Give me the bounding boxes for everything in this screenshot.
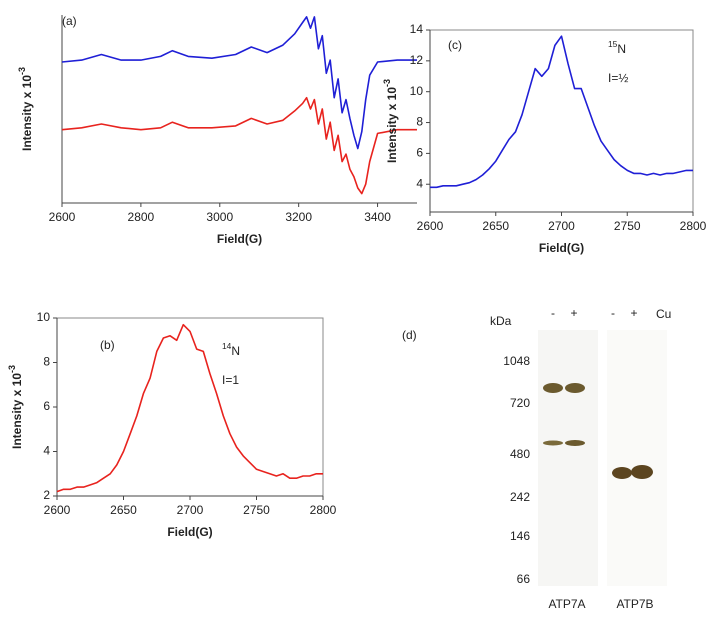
band	[565, 440, 585, 446]
x-tick-label: 2800	[128, 210, 155, 224]
band	[612, 467, 632, 479]
data-line	[61, 16, 417, 150]
y-axis-label-superscript: -3	[7, 365, 17, 373]
y-tick-label: 4	[416, 176, 423, 190]
y-axis-label-superscript: -3	[382, 79, 392, 87]
band	[565, 383, 585, 393]
x-tick-label: 2800	[680, 219, 707, 233]
y-tick-label: 8	[43, 355, 50, 369]
y-tick-label: 10	[410, 84, 424, 98]
blot-strip	[607, 330, 667, 586]
plot-frame	[56, 317, 324, 497]
x-tick-label: 2600	[49, 210, 76, 224]
x-tick-label: 2800	[310, 503, 337, 517]
lane-label: +	[630, 306, 637, 320]
marker-label: 720	[510, 396, 530, 410]
lane-label: +	[570, 306, 577, 320]
y-axis-label-superscript: -3	[17, 67, 27, 75]
marker-label: 480	[510, 447, 530, 461]
lane-label: -	[611, 306, 615, 320]
x-tick-label: 2750	[614, 219, 641, 233]
plot-frame	[429, 29, 694, 213]
y-axis-label-text: Intensity x 10	[385, 87, 399, 163]
x-axis-label: Field(G)	[217, 232, 262, 246]
band	[543, 383, 563, 393]
band	[543, 440, 563, 446]
x-tick-label: 2700	[548, 219, 575, 233]
annotation-line2: I=½	[608, 71, 628, 85]
marker-label: 66	[517, 572, 531, 586]
treatment-label: Cu	[656, 307, 671, 321]
annotation-superscript: 14	[222, 341, 232, 351]
x-tick-label: 2650	[482, 219, 509, 233]
blot-label: ATP7B	[616, 597, 653, 611]
blot-label: ATP7A	[548, 597, 585, 611]
annotation-text: N	[231, 344, 240, 358]
panel-label: (c)	[448, 38, 462, 52]
y-axis-label-text: Intensity x 10	[20, 75, 34, 151]
data-line	[56, 323, 323, 493]
x-axis-label: Field(G)	[539, 241, 584, 255]
x-tick-label: 2700	[177, 503, 204, 517]
unit-label: kDa	[490, 314, 512, 328]
data-line	[430, 35, 693, 189]
y-tick-label: 6	[43, 399, 50, 413]
annotation-text: N	[617, 42, 626, 56]
marker-label: 1048	[503, 354, 530, 368]
x-tick-label: 2600	[417, 219, 444, 233]
y-axis-label: Intensity x 10-3	[7, 365, 24, 449]
y-tick-label: 2	[43, 488, 50, 502]
blot-strip	[538, 330, 598, 586]
y-tick-label: 12	[410, 53, 424, 67]
gel-image	[538, 330, 667, 586]
y-tick-label: 6	[416, 146, 423, 160]
annotation: 15N	[608, 39, 626, 56]
x-tick-label: 2600	[44, 503, 71, 517]
y-axis-label-text: Intensity x 10	[10, 373, 24, 449]
y-tick-label: 14	[410, 22, 424, 36]
band	[631, 465, 653, 479]
annotation: 14N	[222, 341, 240, 358]
x-axis-label: Field(G)	[167, 525, 212, 539]
x-tick-label: 2650	[110, 503, 137, 517]
y-tick-label: 8	[416, 115, 423, 129]
x-tick-label: 3400	[364, 210, 391, 224]
y-tick-label: 10	[37, 310, 51, 324]
data-line	[61, 96, 417, 195]
marker-label: 242	[510, 490, 530, 504]
annotation-line2: I=1	[222, 373, 239, 387]
panel-label: (b)	[100, 338, 115, 352]
annotation-superscript: 15	[608, 39, 618, 49]
y-axis-label: Intensity x 10-3	[382, 79, 399, 163]
x-tick-label: 2750	[243, 503, 270, 517]
panel-label: (a)	[62, 14, 77, 28]
lane-label: -	[551, 306, 555, 320]
x-tick-label: 3000	[206, 210, 233, 224]
panel-label: (d)	[402, 328, 417, 342]
x-tick-label: 3200	[285, 210, 312, 224]
y-axis-label: Intensity x 10-3	[17, 67, 34, 151]
y-tick-label: 4	[43, 444, 50, 458]
marker-label: 146	[510, 529, 530, 543]
